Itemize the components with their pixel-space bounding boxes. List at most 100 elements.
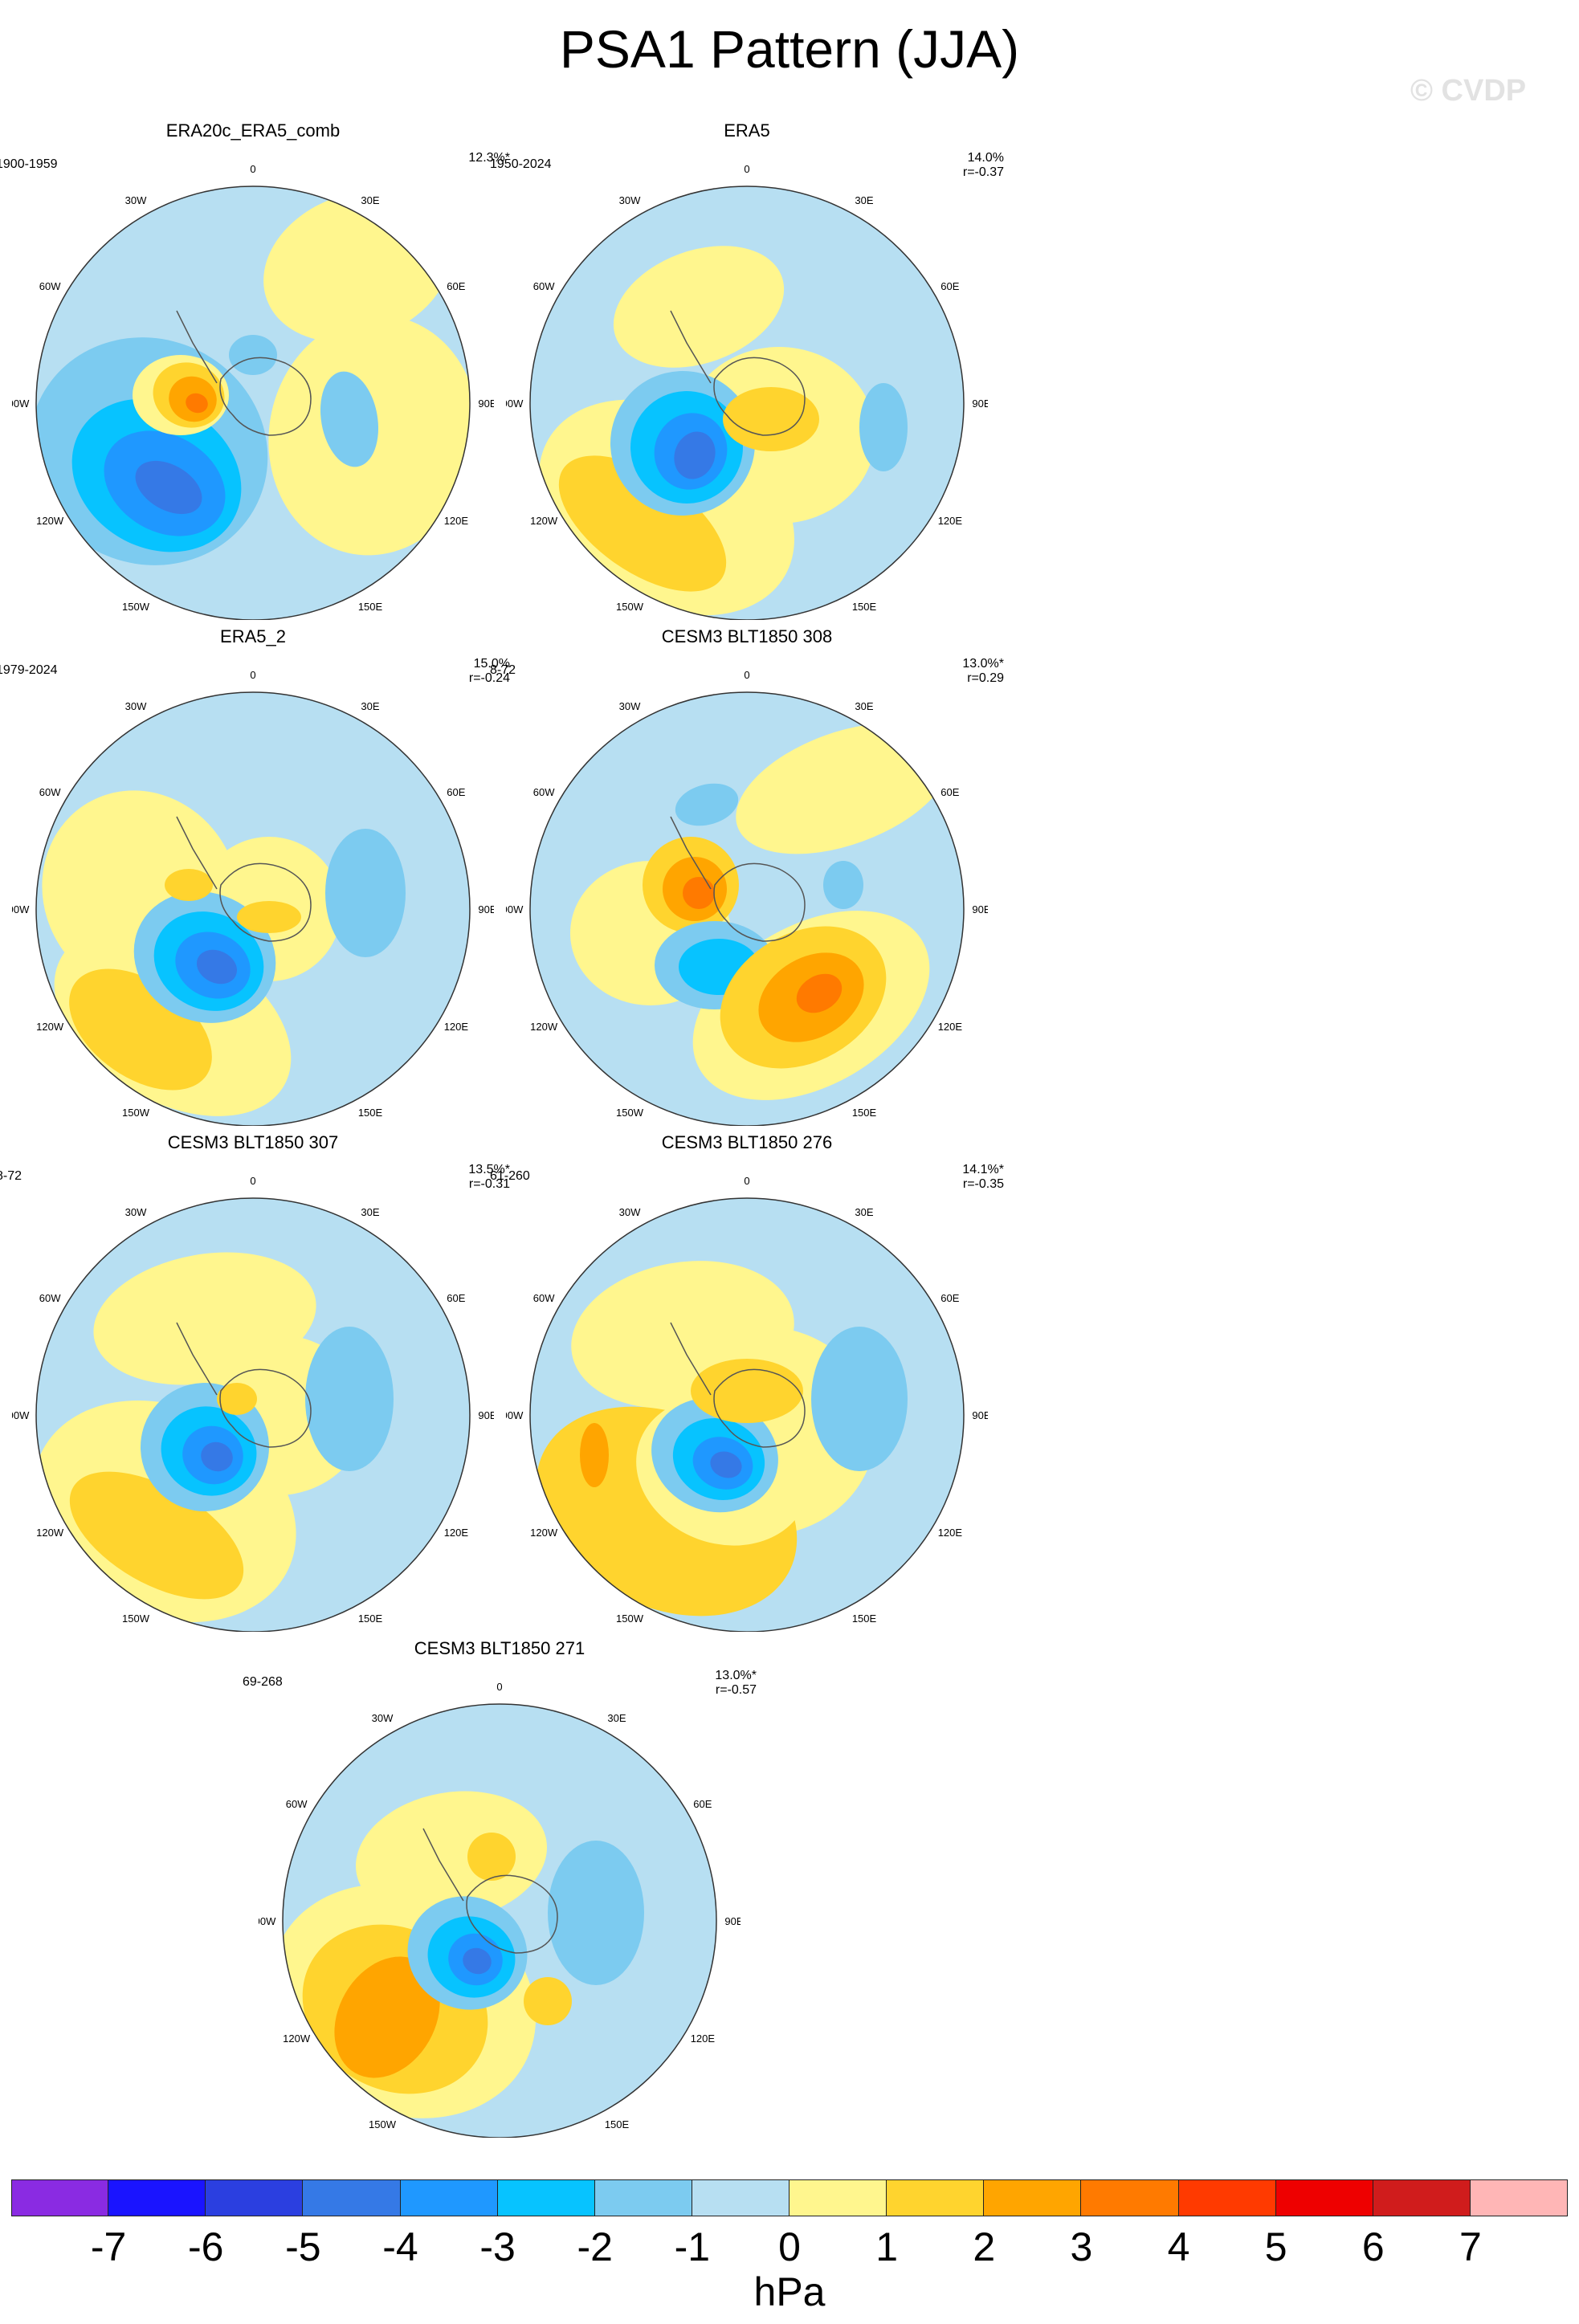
longitude-label: 60W [533, 1292, 555, 1304]
map-panel: CESM3 BLT1850 276 61-260 14.1%* r=-0.35 0 30E… [458, 1132, 1036, 1632]
map-boundary [35, 691, 471, 1126]
contour-field [217, 1383, 257, 1415]
longitude-label: 90E [478, 1409, 494, 1421]
colorbar [11, 2179, 1568, 2216]
longitude-label: 60W [39, 786, 61, 798]
contour-field [796, 973, 843, 1013]
colorbar-tick-label: -6 [188, 2224, 224, 2269]
longitude-label: 90W [12, 1409, 30, 1421]
antarctica-coastline [219, 1368, 312, 1448]
longitude-label: 0 [744, 669, 749, 681]
longitude-label: 30W [125, 1206, 147, 1218]
panel-variance-percent: 13.0%* [715, 1669, 757, 1682]
contour-field [201, 1441, 233, 1472]
longitude-label: 30W [372, 1712, 394, 1724]
figure-title: PSA1 Pattern (JJA) [559, 19, 1020, 79]
panel-variance-percent: 14.0% [967, 151, 1004, 165]
longitude-label: 120W [530, 1021, 558, 1033]
contour-field [305, 1327, 394, 1471]
peninsula-coastline [670, 816, 712, 890]
longitude-label: 30W [125, 700, 147, 712]
panel-correlation: r=0.29 [967, 671, 1004, 685]
contour-field [334, 1956, 440, 2078]
colorbar-tick-label: -1 [674, 2224, 711, 2269]
longitude-label: 30E [855, 194, 873, 206]
longitude-label: 90W [506, 398, 524, 410]
longitude-label: 120E [938, 1021, 963, 1033]
longitude-label: 90E [972, 1409, 988, 1421]
contour-field [859, 383, 908, 471]
contour-field [325, 829, 406, 957]
longitude-label: 150W [616, 1613, 644, 1625]
colorbar-tick-label: 5 [1264, 2224, 1287, 2269]
colorbar-tick-label: 2 [973, 2224, 996, 2269]
map-boundary [35, 1197, 471, 1632]
contour-field [165, 869, 213, 901]
colorbar-swatch [887, 2179, 985, 2216]
longitude-label: 60W [286, 1798, 308, 1810]
contour-field [580, 1423, 609, 1487]
map-boundary [529, 186, 965, 620]
longitude-label: 90E [972, 398, 988, 410]
peninsula-coastline [670, 1322, 712, 1396]
longitude-label: 30W [619, 700, 641, 712]
colorbar-swatch [11, 2179, 109, 2216]
longitude-label: 150W [122, 1107, 150, 1119]
contour-field [683, 877, 715, 909]
map-panel: CESM3 BLT1850 271 69-268 13.0%* r=-0.57 0 30E… [210, 1638, 789, 2138]
longitude-label: 120W [36, 1527, 64, 1539]
contour-field [229, 335, 277, 375]
polar-map: 030E60E90E120E150E180150W120W90W60W30W [506, 163, 988, 620]
longitude-label: 150E [852, 601, 877, 613]
panel-correlation: r=-0.57 [715, 1683, 757, 1697]
colorbar-tick-label: -2 [577, 2224, 613, 2269]
panel-correlation: r=-0.35 [962, 1177, 1004, 1191]
contour-field [558, 455, 727, 592]
longitude-label: 90W [12, 903, 30, 915]
longitude-label: 30E [855, 700, 873, 712]
map-boundary [529, 691, 965, 1126]
colorbar-tick-label: -3 [479, 2224, 516, 2269]
contour-field [736, 723, 951, 854]
panel-period: 8-72 [490, 663, 516, 677]
colorbar-tick-label: 6 [1361, 2224, 1385, 2269]
longitude-label: 120E [938, 1527, 963, 1539]
longitude-label: 0 [744, 163, 749, 175]
map-boundary [282, 1703, 717, 2138]
panel-period: 8-72 [0, 1169, 22, 1183]
longitude-label: 150E [358, 1613, 383, 1625]
longitude-label: 120W [36, 515, 64, 527]
panel-variance-percent: 15.0% [473, 657, 510, 671]
colorbar-swatch [1470, 2179, 1568, 2216]
longitude-label: 90W [506, 903, 524, 915]
polar-map: 030E60E90E120E150E180150W120W90W60W30W [12, 1175, 494, 1632]
panel-correlation: r=-0.24 [468, 671, 510, 685]
polar-map: 030E60E90E120E150E180150W120W90W60W30W [12, 163, 494, 620]
antarctica-coastline [219, 357, 312, 436]
longitude-label: 120E [691, 2032, 716, 2045]
longitude-label: 150E [358, 1107, 383, 1119]
longitude-label: 150E [852, 1107, 877, 1119]
longitude-label: 30E [361, 1206, 379, 1218]
contour-field [467, 1833, 516, 1881]
longitude-label: 0 [250, 1175, 255, 1187]
panel-title: ERA20c_ERA5_comb [165, 120, 341, 141]
longitude-label: 0 [250, 669, 255, 681]
longitude-label: 150W [122, 1613, 150, 1625]
polar-map: 030E60E90E120E150E180150W120W90W60W30W [259, 1681, 741, 2138]
contour-field [524, 1977, 572, 2025]
colorbar-swatch [1373, 2179, 1471, 2216]
longitude-label: 60E [447, 786, 465, 798]
panel-period: 1900-1959 [0, 157, 58, 171]
colorbar-swatch [497, 2179, 595, 2216]
longitude-label: 90E [972, 903, 988, 915]
map-boundary [35, 186, 471, 620]
antarctica-coastline [466, 1874, 558, 1954]
contour-field [186, 393, 208, 414]
longitude-label: 120E [444, 515, 469, 527]
peninsula-coastline [670, 310, 712, 384]
peninsula-coastline [176, 816, 218, 890]
longitude-label: 120W [530, 1527, 558, 1539]
longitude-label: 90E [724, 1915, 741, 1927]
longitude-label: 60E [940, 786, 959, 798]
